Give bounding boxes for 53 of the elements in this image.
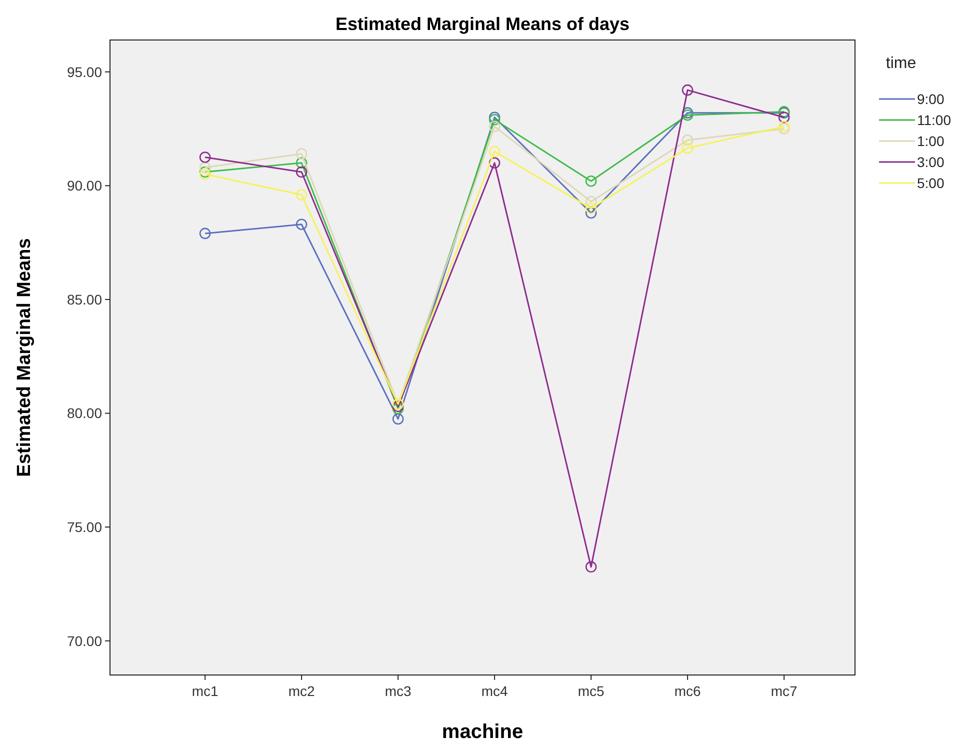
y-tick-label: 75.00 <box>66 518 102 535</box>
x-tick-label: mc7 <box>770 683 798 699</box>
point <box>682 84 694 96</box>
point <box>778 112 790 124</box>
point <box>488 114 500 126</box>
x-tick-label: mc4 <box>481 683 508 699</box>
point <box>682 107 694 118</box>
point <box>488 146 500 158</box>
point <box>585 202 597 214</box>
x-tick-label: mc5 <box>578 683 604 699</box>
y-axis-title: Estimated Marginal Means <box>14 238 35 477</box>
point <box>392 403 404 414</box>
point <box>296 218 308 230</box>
y-tick-label: 70.00 <box>66 632 102 649</box>
point <box>682 134 694 146</box>
legend-label: 1:00 <box>917 132 944 149</box>
y-tick-label: 80.00 <box>66 405 102 422</box>
point <box>296 157 308 169</box>
chart-title: Estimated Marginal Means of days <box>335 14 630 34</box>
x-axis-title: machine <box>442 721 524 743</box>
point <box>392 413 404 425</box>
x-tick-label: mc1 <box>192 683 218 699</box>
x-tick-label: mc6 <box>674 683 702 699</box>
legend-label: 5:00 <box>917 174 944 191</box>
point <box>585 561 597 573</box>
point <box>488 157 500 169</box>
legend-label: 11:00 <box>917 112 952 128</box>
point <box>778 120 790 132</box>
point <box>682 109 694 121</box>
point <box>682 142 694 154</box>
legend-label: 3:00 <box>917 154 944 170</box>
y-tick-label: 85.00 <box>66 291 102 308</box>
x-tick-label: mc2 <box>288 683 315 699</box>
legend-title: time <box>886 55 916 72</box>
point <box>199 152 211 163</box>
point <box>199 166 211 178</box>
y-tick-label: 90.00 <box>66 178 102 194</box>
point <box>296 148 308 160</box>
point <box>488 112 500 124</box>
point <box>585 196 597 208</box>
point <box>585 207 597 219</box>
x-tick-label: mc3 <box>384 683 412 699</box>
point <box>199 168 211 180</box>
point <box>488 120 500 132</box>
point <box>296 189 308 200</box>
point <box>199 228 211 240</box>
point <box>296 166 308 178</box>
point <box>585 175 597 187</box>
y-tick-label: 95.00 <box>66 64 102 80</box>
legend-label: 9:00 <box>917 90 944 107</box>
point <box>199 162 211 174</box>
point <box>392 400 404 412</box>
point <box>778 123 790 134</box>
